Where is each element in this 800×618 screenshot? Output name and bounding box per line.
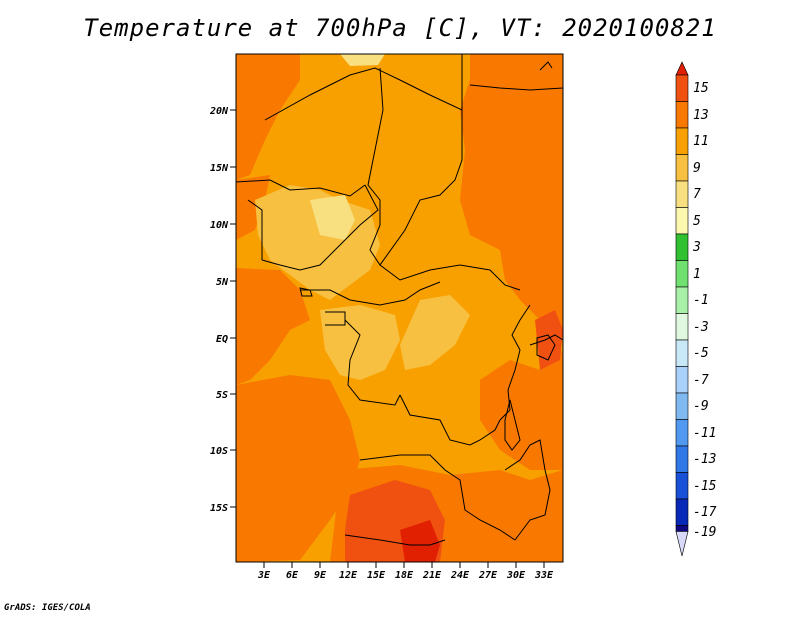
lat-label: 15S [210, 503, 228, 514]
colorbar: 15 13 11 9 7 5 3 1 -1 -3 -5 -7 -9 -11 -1… [675, 61, 717, 557]
longitude-axis: 3E 6E 9E 12E 15E 18E 21E 24E 27E 30E 33E [257, 562, 554, 581]
colorbar-swatch [675, 74, 689, 102]
colorbar-label: -19 [693, 525, 716, 540]
colorbar-swatch [675, 286, 689, 314]
lon-label: 33E [534, 570, 554, 581]
credit-text: GrADS: IGES/COLA [4, 603, 91, 613]
colorbar-top-arrow [675, 61, 689, 76]
lon-label: 18E [395, 570, 414, 581]
lon-label: 30E [506, 570, 526, 581]
colorbar-label: -1 [693, 293, 709, 308]
colorbar-label: -3 [693, 320, 709, 335]
field-warm-southwest [236, 375, 360, 562]
colorbar-swatch [675, 419, 689, 447]
colorbar-swatch [675, 207, 689, 235]
field-hot-east [535, 310, 563, 370]
lon-label: 3E [257, 570, 271, 581]
lat-label: 5N [216, 277, 229, 288]
field-cooler-patch [310, 195, 355, 240]
colorbar-label: 9 [693, 161, 701, 176]
colorbar-swatch [675, 472, 689, 500]
colorbar-label: 7 [693, 187, 701, 202]
colorbar-label: 15 [693, 81, 709, 96]
lon-label: 12E [339, 570, 358, 581]
lat-label: 10S [210, 446, 228, 457]
colorbar-label: -5 [693, 346, 709, 361]
field-warm-gulf [236, 268, 310, 385]
field-warm-northwest [236, 54, 300, 180]
colorbar-swatch [675, 392, 689, 420]
colorbar-label: 11 [693, 134, 709, 149]
lon-label: 21E [422, 570, 442, 581]
country-borders [236, 54, 563, 546]
colorbar-label: 13 [693, 108, 709, 123]
colorbar-label: -9 [693, 399, 709, 414]
field-hottest-core [400, 520, 440, 562]
lat-label: 10N [210, 220, 229, 231]
field-warm-northeast [460, 54, 563, 330]
colorbar-label: 5 [693, 214, 701, 229]
lon-label: 9E [314, 570, 327, 581]
latitude-axis: 20N 15N 10N 5N EQ 5S 10S 15S [209, 106, 236, 514]
colorbar-swatch [675, 445, 689, 473]
temperature-field [236, 54, 563, 562]
lon-label: 24E [450, 570, 470, 581]
lon-label: 15E [367, 570, 386, 581]
colorbar-swatch [675, 101, 689, 129]
colorbar-swatch [675, 127, 689, 155]
field-cool-north [340, 54, 385, 66]
colorbar-label: -11 [693, 426, 716, 441]
field-cool-central [400, 295, 470, 370]
lat-label: 20N [209, 106, 229, 117]
colorbar-swatch [675, 525, 689, 532]
colorbar-label: 3 [692, 240, 701, 255]
field-warm-southeast [480, 350, 563, 470]
lat-label: 15N [210, 163, 229, 174]
colorbar-swatch [675, 260, 689, 288]
colorbar-label: 1 [693, 267, 701, 282]
lat-label: 5S [216, 390, 228, 401]
field-cool-congo [320, 305, 400, 380]
field-warm-west-coast [236, 175, 270, 240]
colorbar-swatch [675, 339, 689, 367]
colorbar-bottom-arrow [675, 531, 689, 557]
colorbar-swatch [675, 180, 689, 208]
colorbar-swatch [675, 498, 689, 526]
colorbar-swatch [675, 154, 689, 182]
colorbar-swatch [675, 233, 689, 261]
lat-label: EQ [216, 334, 228, 345]
lon-label: 6E [286, 570, 299, 581]
chart-title: Temperature at 700hPa [C], VT: 202010082… [83, 14, 717, 42]
colorbar-swatch [675, 313, 689, 341]
colorbar-label: -7 [693, 373, 709, 388]
colorbar-label: -13 [693, 452, 716, 467]
lon-label: 27E [478, 570, 498, 581]
colorbar-label: -17 [693, 505, 717, 520]
map-frame [235, 53, 564, 563]
colorbar-swatch [675, 366, 689, 394]
colorbar-label: -15 [693, 479, 717, 494]
